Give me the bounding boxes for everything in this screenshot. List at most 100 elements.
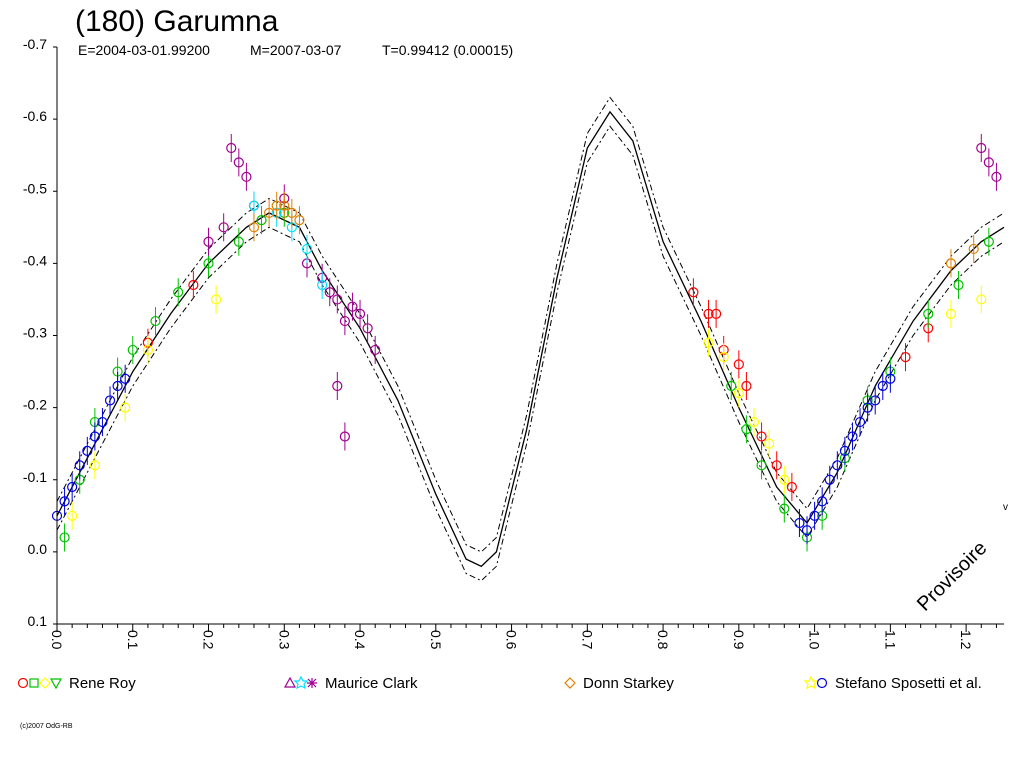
x-axis-ticks: 0.0 0.1 0.2 0.3 0.4 0.5 0.6 0.7 0.8 0.9 1.0 1.1 1.2 [49,624,997,650]
model-curve [56,96,1005,582]
data-point [347,301,358,312]
data-point [370,344,381,356]
data-point [210,294,222,305]
legend-label: Stefano Sposetti et al. [835,675,982,692]
y-tick-label: -0.4 [23,252,47,268]
data-point [332,294,343,305]
data-point [150,315,161,327]
model-curve-upper-envelope [56,96,1005,553]
data-point [824,474,835,485]
data-point [741,424,752,435]
data-point [317,279,328,291]
x-tick-label: 0.3 [276,630,292,650]
model-curve-lower-envelope [56,125,1005,582]
data-point [741,380,752,392]
data-point [82,445,93,456]
legend-symbol [39,677,51,689]
data-point [142,344,154,356]
y-tick-label: 0.0 [28,541,48,557]
data-point [89,460,100,471]
y-tick-label: -0.5 [23,180,47,196]
data-point [976,142,987,154]
data-point [786,481,797,493]
legend-entry: Donn Starkey [564,675,674,692]
data-point [817,496,828,507]
data-point [703,337,714,348]
legend-symbol [293,675,309,690]
data-point [847,431,858,442]
data-point [354,308,366,319]
legend-symbol [816,677,828,689]
legend-entry: Stefano Sposetti et al. [803,675,982,692]
legend-symbol [17,677,29,689]
data-point [976,294,987,305]
data-point [854,416,866,428]
model-curve-line [56,110,1005,568]
data-point [809,510,820,521]
y-tick-label: -0.2 [23,397,47,413]
data-point [945,308,957,319]
data-point [711,308,722,319]
data-point [271,200,282,211]
y-tick-label: -0.6 [23,108,47,124]
data-point [771,460,782,471]
legend-symbol [803,675,819,690]
x-tick-label: 1.1 [882,630,898,650]
data-point [324,287,335,298]
x-tick-label: 0.7 [579,630,595,650]
data-point [97,416,108,428]
x-tick-label: 0.0 [49,630,65,650]
legend-symbol [283,676,297,688]
x-tick-label: 0.4 [352,630,368,650]
data-point [900,352,911,363]
offscale-marker: v [1003,502,1008,513]
data-point [748,416,760,428]
legend-entry: Rene Roy [17,675,136,692]
x-tick-label: 0.6 [504,630,520,650]
data-point [301,243,313,255]
x-tick-label: 1.0 [807,630,823,650]
data-point [756,431,767,442]
data-point [127,344,138,356]
chart-legend: Rene Roy Maurice Clark Donn Starkey Stefano… [17,675,982,692]
data-point [67,510,78,521]
y-tick-label: -0.7 [23,36,47,52]
y-tick-label: -0.3 [23,325,47,341]
data-point [733,388,744,399]
y-axis-ticks: -0.7 -0.6 -0.5 -0.4 -0.3 -0.2 -0.1 0.0 0.1 [23,36,57,629]
chart-period: T=0.99412 (0.00015) [382,42,513,58]
data-point [801,525,813,536]
data-point [688,287,699,298]
data-point [256,215,267,226]
legend-symbol [307,678,317,688]
observation-points [51,133,1002,552]
data-point [983,157,994,168]
legend-symbol [29,678,39,688]
data-point [173,287,184,298]
data-point [203,236,214,247]
data-point [203,258,214,269]
legend-label: Rene Roy [69,675,136,692]
data-point [226,142,237,154]
data-point [188,279,199,291]
data-point [294,215,305,226]
data-point [718,352,729,363]
data-point [264,207,275,218]
data-point [89,431,100,442]
data-point [120,373,131,384]
data-point [870,395,881,406]
data-point [248,222,260,233]
data-point [248,200,260,211]
data-point [59,532,70,543]
chart-epoch: E=2004-03-01.99200 [78,42,210,58]
y-tick-label: -0.1 [23,469,47,485]
data-point [67,481,78,493]
x-tick-label: 0.1 [125,630,141,650]
data-point [832,460,843,471]
data-point [726,380,737,392]
copyright-text: (c)2007 OdG-RB [20,723,73,730]
data-point [779,474,790,485]
y-tick-label: 0.1 [28,613,48,629]
data-point [241,171,252,182]
